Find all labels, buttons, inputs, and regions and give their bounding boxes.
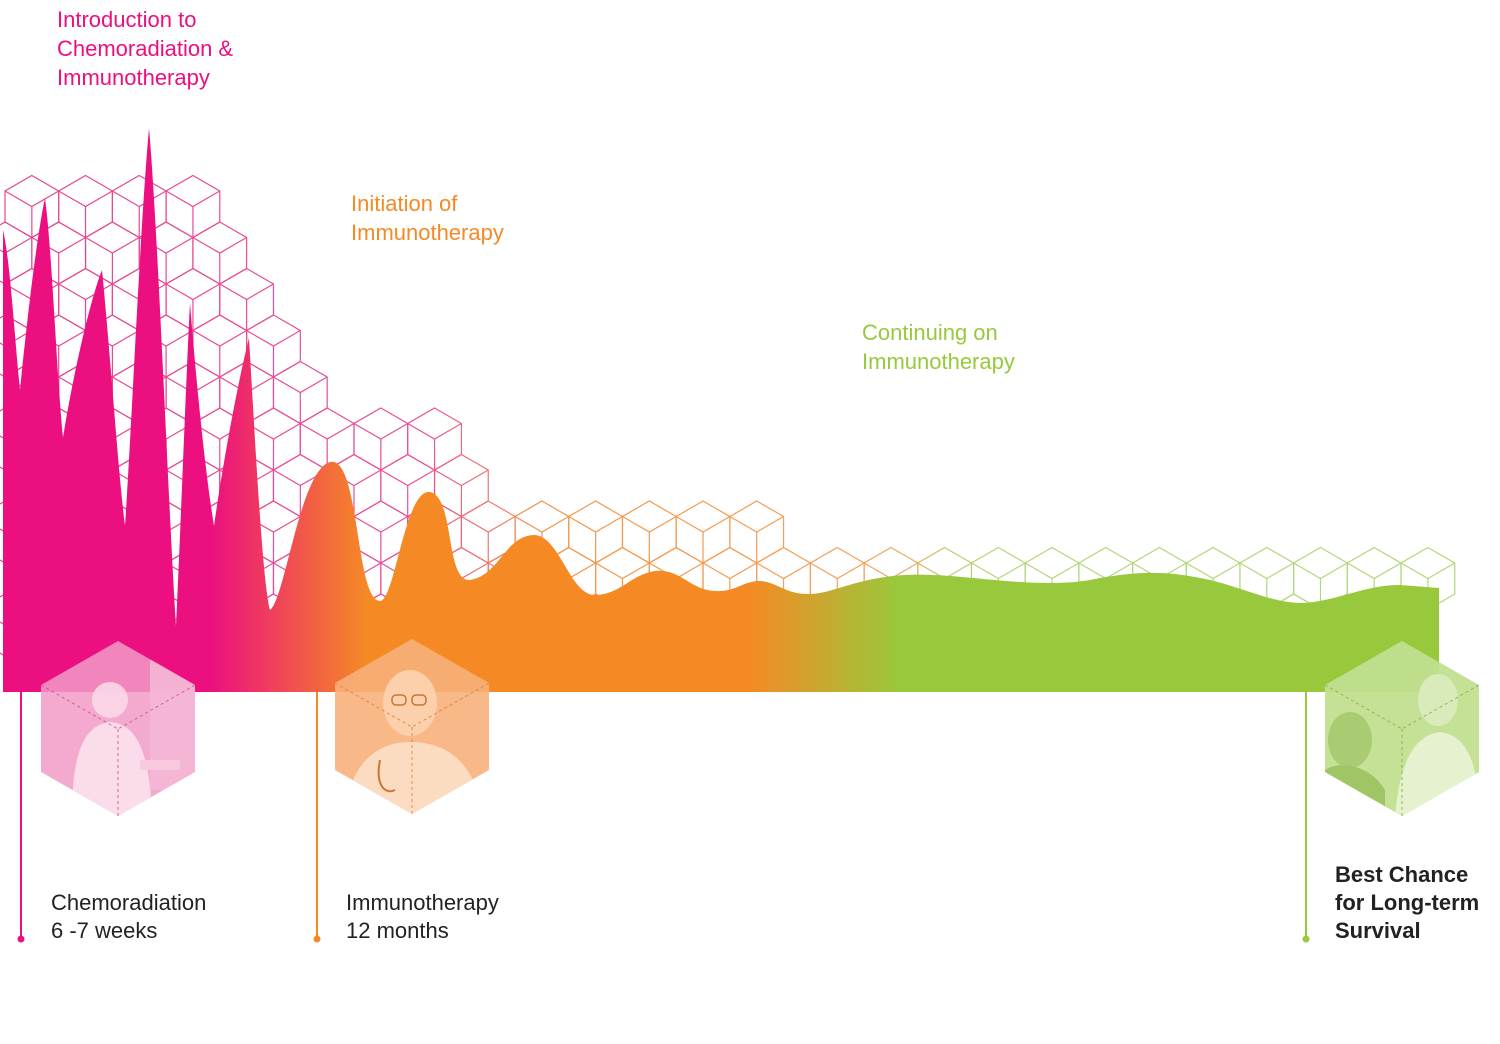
milestone-label-line: Best Chance — [1335, 862, 1469, 887]
milestone-label-line: Chemoradiation — [51, 890, 207, 915]
milestone-label-survival: Best Chance for Long-term Survival — [1335, 861, 1479, 945]
phase-heading-line: Chemoradiation & — [57, 36, 234, 61]
milestone-label-chemoradiation: Chemoradiation 6 -7 weeks — [51, 889, 206, 945]
phase-heading-line: Introduction to — [57, 7, 197, 32]
milestone-dot-survival — [1302, 935, 1310, 943]
phase-heading-line: Immunotherapy — [351, 220, 504, 245]
patient-receiving-treatment-photo — [40, 641, 196, 816]
phase-heading-line: Continuing on — [862, 320, 998, 345]
phase-heading-line: Initiation of — [351, 191, 458, 216]
milestone-label-line: Immunotherapy — [346, 890, 499, 915]
milestone-label-line: Survival — [1335, 918, 1421, 943]
timeline-axis — [17, 692, 1310, 943]
milestone-label-immunotherapy: Immunotherapy 12 months — [346, 889, 499, 945]
milestone-label-line: for Long-term — [1335, 890, 1480, 915]
milestone-label-line: 6 -7 weeks — [51, 918, 158, 943]
phase-heading-line: Immunotherapy — [862, 349, 1015, 374]
phase-heading-introduction: Introduction to Chemoradiation & Immunot… — [57, 5, 233, 92]
phase-heading-line: Immunotherapy — [57, 65, 210, 90]
phase-heading-initiation: Initiation of Immunotherapy — [351, 189, 504, 247]
phase-heading-continuing: Continuing on Immunotherapy — [862, 318, 1015, 376]
milestone-dot-immunotherapy — [313, 935, 321, 943]
milestone-dot-chemoradiation — [17, 935, 25, 943]
treatment-intensity-wave — [3, 128, 1439, 692]
milestone-label-line: 12 months — [346, 918, 449, 943]
